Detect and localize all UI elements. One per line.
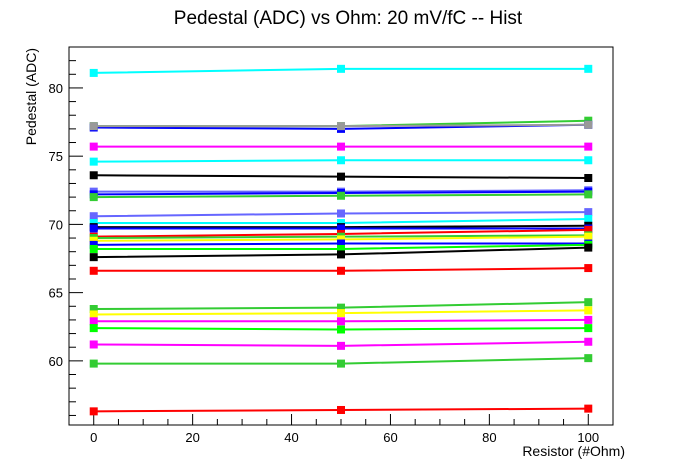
data-point	[584, 116, 593, 125]
y-tick-label: 75	[49, 149, 63, 164]
data-point	[89, 157, 98, 166]
data-point	[337, 303, 345, 312]
data-point	[584, 142, 593, 151]
series	[89, 120, 593, 131]
data-point	[584, 337, 593, 346]
data-point	[89, 407, 98, 416]
series	[89, 298, 593, 314]
series	[89, 190, 593, 202]
data-point	[89, 244, 98, 253]
x-tick-label: 0	[90, 430, 97, 445]
series	[89, 243, 593, 262]
x-axis-label: Resistor (#Ohm)	[522, 443, 625, 459]
data-point	[584, 120, 593, 129]
data-point	[584, 208, 593, 217]
data-point	[89, 236, 98, 245]
data-point	[584, 324, 593, 333]
series	[89, 214, 593, 228]
series	[89, 232, 593, 245]
series	[89, 354, 593, 368]
data-point	[584, 315, 593, 324]
data-point	[89, 240, 98, 249]
data-point	[337, 250, 345, 259]
series	[89, 208, 593, 221]
data-point	[584, 243, 593, 252]
data-point	[337, 122, 345, 131]
series	[89, 315, 593, 326]
x-tick-label: 20	[185, 430, 199, 445]
data-point	[89, 219, 98, 228]
data-point	[337, 142, 345, 151]
data-point	[337, 359, 345, 368]
series	[89, 264, 593, 275]
data-point	[584, 232, 593, 241]
data-point	[337, 244, 345, 253]
data-point	[584, 298, 593, 307]
data-point	[337, 219, 345, 228]
x-tick-label: 40	[284, 430, 298, 445]
x-tick-label: 100	[577, 430, 599, 445]
data-point	[337, 156, 345, 165]
series	[89, 324, 593, 334]
series	[89, 156, 593, 166]
data-point	[89, 340, 98, 349]
data-point	[584, 156, 593, 165]
y-tick-label: 60	[49, 354, 63, 369]
data-point	[89, 310, 98, 319]
data-point	[337, 325, 345, 334]
y-tick-label: 80	[49, 81, 63, 96]
data-point	[337, 317, 345, 326]
data-point	[89, 253, 98, 262]
series	[89, 64, 593, 77]
data-point	[89, 193, 98, 202]
chart-title: Pedestal (ADC) vs Ohm: 20 mV/fC -- Hist	[174, 8, 523, 29]
data-point	[584, 190, 593, 199]
x-tick-label: 60	[383, 430, 397, 445]
data-point	[89, 212, 98, 221]
data-point	[584, 354, 593, 363]
data-point	[89, 317, 98, 326]
data-point	[89, 122, 98, 131]
y-tick-label: 70	[49, 217, 63, 232]
data-point	[89, 68, 98, 77]
x-tick-labels: 0 20 40 60 80 100	[90, 430, 599, 445]
series-group	[89, 64, 593, 416]
data-point	[337, 209, 345, 218]
data-point	[89, 171, 98, 180]
data-point	[337, 235, 345, 244]
data-point	[337, 224, 345, 233]
y-tick-labels: 60 65 70 75 80	[49, 81, 63, 369]
data-point	[337, 266, 345, 275]
data-point	[584, 225, 593, 234]
data-point	[337, 239, 345, 248]
x-tick-label: 80	[482, 430, 496, 445]
y-tick-label: 65	[49, 286, 63, 301]
data-point	[89, 266, 98, 275]
axis-ticks	[68, 46, 614, 425]
data-point	[337, 191, 345, 200]
data-point	[89, 224, 98, 233]
data-point	[89, 359, 98, 368]
data-point	[337, 172, 345, 181]
data-point	[337, 309, 345, 318]
data-point	[89, 324, 98, 333]
data-point	[89, 305, 98, 314]
series	[89, 306, 593, 319]
series	[89, 404, 593, 416]
data-point	[584, 264, 593, 273]
y-axis-label: Pedestal (ADC)	[23, 48, 39, 145]
data-point	[337, 64, 345, 73]
data-point	[584, 404, 593, 413]
data-point	[337, 341, 345, 350]
data-point	[584, 64, 593, 73]
series	[89, 171, 593, 183]
data-point	[584, 214, 593, 223]
data-point	[89, 142, 98, 151]
data-point	[337, 405, 345, 414]
data-point	[584, 306, 593, 315]
data-point	[584, 174, 593, 183]
series	[89, 142, 593, 151]
series	[89, 337, 593, 350]
